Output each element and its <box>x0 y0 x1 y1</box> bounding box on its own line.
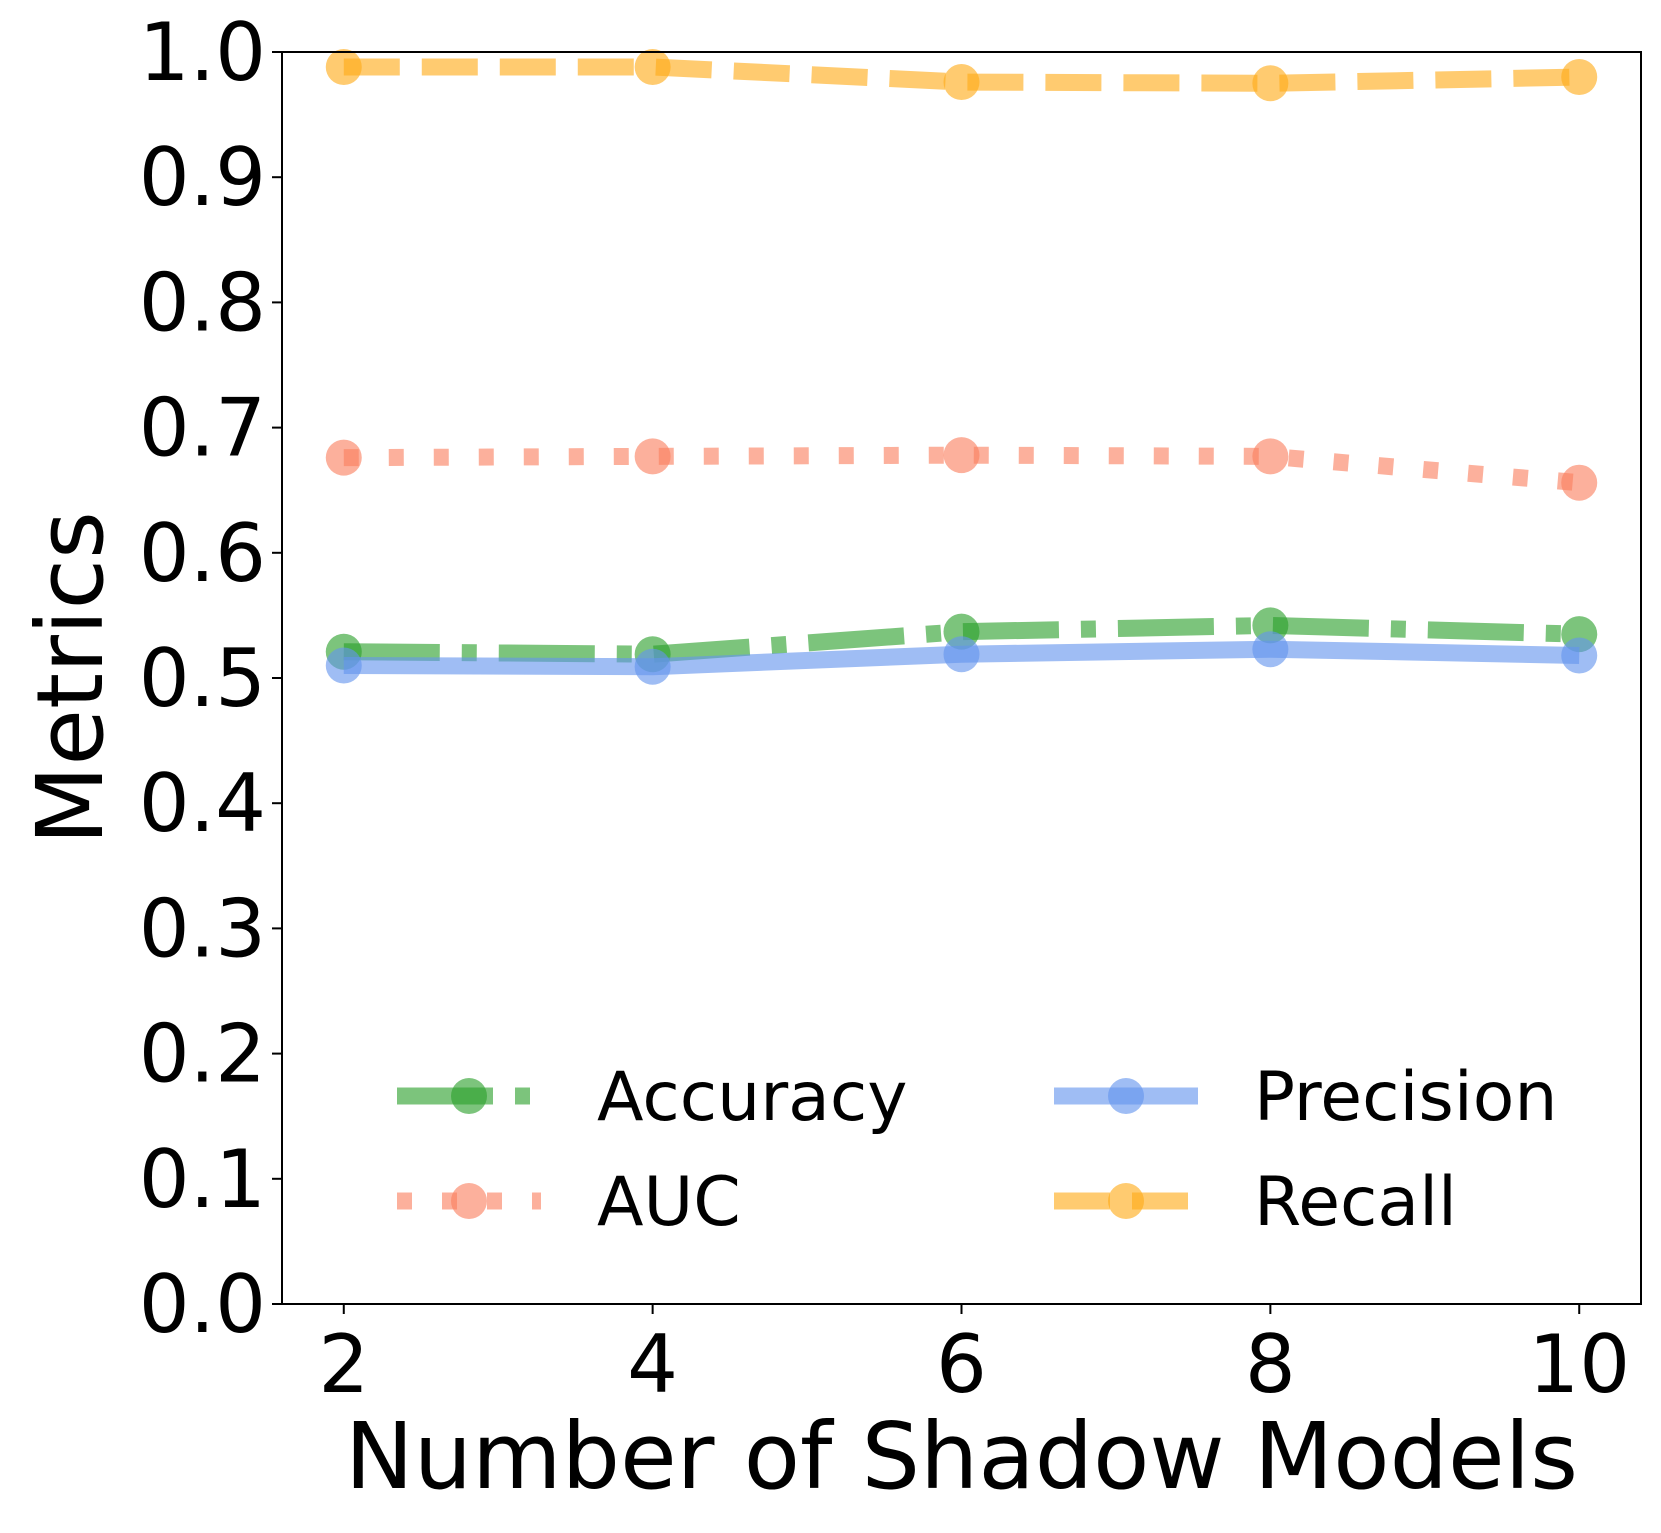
data-point-precision <box>943 636 980 673</box>
y-tick-label: 0.7 <box>139 382 266 475</box>
y-tick-label: 0.8 <box>139 256 266 349</box>
data-point-auc <box>943 437 980 474</box>
legend-entry-auc: AUC <box>397 1163 741 1242</box>
data-point-auc <box>325 439 362 476</box>
legend-label: Recall <box>1254 1163 1457 1242</box>
legend-entry-accuracy: Accuracy <box>397 1058 907 1137</box>
legend-marker <box>1108 1078 1144 1114</box>
x-tick-label: 2 <box>318 1318 369 1411</box>
data-point-recall <box>634 49 671 86</box>
x-tick-label: 4 <box>627 1318 678 1411</box>
y-tick-label: 0.1 <box>139 1133 266 1226</box>
data-point-precision <box>325 647 362 684</box>
data-point-auc <box>634 438 671 475</box>
series-precision <box>325 631 1598 685</box>
series-layer <box>325 49 1598 685</box>
data-point-precision <box>634 648 671 685</box>
legend-entry-precision: Precision <box>1054 1058 1557 1137</box>
legend-label: AUC <box>597 1163 741 1242</box>
y-axis-label: Metrics <box>17 511 124 845</box>
y-tick-label: 0.0 <box>139 1258 266 1351</box>
data-point-recall <box>943 64 980 101</box>
data-point-recall <box>1252 65 1289 102</box>
legend-marker <box>1108 1183 1144 1219</box>
x-tick-label: 8 <box>1245 1318 1296 1411</box>
legend: Accuracy Precision AUC Recall <box>397 1058 1557 1242</box>
x-axis-label: Number of Shadow Models <box>345 1403 1578 1510</box>
legend-label: Accuracy <box>597 1058 907 1137</box>
y-tick-label: 0.4 <box>139 757 266 850</box>
x-tick-label: 6 <box>936 1318 987 1411</box>
series-recall <box>325 49 1598 102</box>
y-tick-label: 1.0 <box>139 6 266 99</box>
tick-marks <box>272 51 1581 1314</box>
x-tick-label: 10 <box>1528 1318 1630 1411</box>
data-point-recall <box>325 49 362 86</box>
data-point-auc <box>1561 464 1598 501</box>
y-tick-label: 0.6 <box>139 507 266 600</box>
legend-marker <box>451 1078 487 1114</box>
x-tick-labels: 2 4 6 8 10 <box>318 1318 1630 1411</box>
data-point-precision <box>1252 631 1289 668</box>
y-tick-label: 0.3 <box>139 882 266 975</box>
data-point-auc <box>1252 438 1289 475</box>
data-point-precision <box>1561 637 1598 674</box>
legend-entry-recall: Recall <box>1054 1163 1457 1242</box>
series-line-accuracy <box>343 616 1580 663</box>
legend-label: Precision <box>1254 1058 1557 1137</box>
y-tick-labels: 0.0 0.1 0.2 0.3 0.4 0.5 0.6 0.7 0.8 0.9 1.0 <box>139 6 266 1351</box>
legend-marker <box>451 1183 487 1219</box>
y-tick-label: 0.9 <box>139 131 266 224</box>
series-line-recall <box>343 58 1580 92</box>
y-tick-label: 0.5 <box>139 632 266 725</box>
series-auc <box>325 437 1598 501</box>
data-point-recall <box>1561 59 1598 96</box>
y-tick-label: 0.2 <box>139 1008 266 1101</box>
